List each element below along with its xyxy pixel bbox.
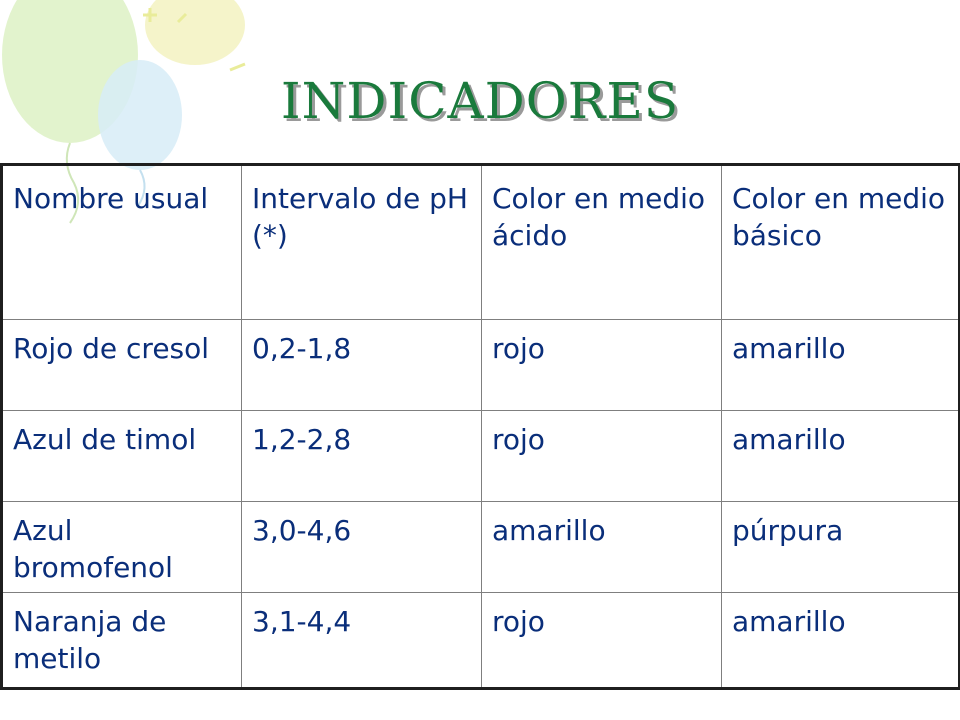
slide-title: INDICADORES: [280, 72, 680, 130]
sparkle-icon: [143, 8, 246, 72]
table-row: Naranja de metilo 3,1-4,4 rojo amarillo: [1, 592, 960, 689]
table-row: Rojo de cresol 0,2-1,8 rojo amarillo: [1, 319, 960, 411]
cell-color-acido: amarillo: [481, 501, 722, 593]
yellow-balloon-icon: [145, 0, 245, 65]
cell-color-acido: rojo: [481, 592, 722, 689]
blue-balloon-icon: [98, 60, 182, 170]
header-color-basico: Color en medio básico: [721, 164, 960, 320]
cell-color-basico: amarillo: [721, 410, 960, 502]
cell-color-acido: rojo: [481, 410, 722, 502]
cell-nombre: Azul de timol: [1, 410, 242, 502]
cell-intervalo: 1,2-2,8: [241, 410, 482, 502]
cell-intervalo: 0,2-1,8: [241, 319, 482, 411]
cell-intervalo: 3,0-4,6: [241, 501, 482, 593]
header-color-acido: Color en medio ácido: [481, 164, 722, 320]
cell-color-acido: rojo: [481, 319, 722, 411]
header-intervalo-ph: Intervalo de pH (*): [241, 164, 482, 320]
cell-nombre: Rojo de cresol: [1, 319, 242, 411]
cell-color-basico: amarillo: [721, 592, 960, 689]
table-header-row: Nombre usual Intervalo de pH (*) Color e…: [1, 164, 960, 320]
header-nombre-usual: Nombre usual: [1, 164, 242, 320]
cell-intervalo: 3,1-4,4: [241, 592, 482, 689]
table-row: Azul de timol 1,2-2,8 rojo amarillo: [1, 410, 960, 502]
cell-nombre: Naranja de metilo: [1, 592, 242, 689]
table-row: Azul bromofenol 3,0-4,6 amarillo púrpura: [1, 501, 960, 593]
indicators-table: Nombre usual Intervalo de pH (*) Color e…: [0, 163, 960, 690]
cell-color-basico: púrpura: [721, 501, 960, 593]
cell-nombre: Azul bromofenol: [1, 501, 242, 593]
cell-color-basico: amarillo: [721, 319, 960, 411]
